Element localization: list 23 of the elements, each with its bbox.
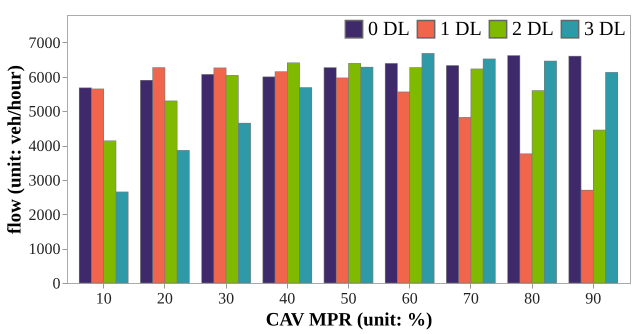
x-tick-label: 50 xyxy=(340,290,356,308)
y-tick-label: 2000 xyxy=(28,206,60,224)
x-tick-label: 10 xyxy=(96,290,112,308)
x-tick-label: 90 xyxy=(585,290,602,308)
x-axis-title: CAV MPR (unit: %) xyxy=(266,310,432,330)
y-tick-label: 5000 xyxy=(28,104,60,121)
y-tick-label: 3000 xyxy=(28,172,60,190)
y-tick-label: 6000 xyxy=(28,69,60,86)
y-tick-label: 1000 xyxy=(28,241,60,258)
y-tick-label: 4000 xyxy=(28,138,60,156)
x-tick-label: 20 xyxy=(156,290,173,308)
y-tick-label: 0 xyxy=(52,276,60,292)
y-tick-label: 7000 xyxy=(28,34,60,52)
x-tick-label: 40 xyxy=(279,290,296,308)
y-axis-title: flow (unit: veh/hour) xyxy=(4,65,26,234)
legend-label: 1 DL xyxy=(440,18,482,40)
x-tick-label: 80 xyxy=(524,290,540,308)
x-tick-label: 70 xyxy=(462,290,479,308)
x-tick-label: 60 xyxy=(402,290,418,308)
legend-label: 3 DL xyxy=(584,18,626,40)
legend-label: 0 DL xyxy=(368,18,410,40)
x-tick-label: 30 xyxy=(218,290,234,308)
legend-label: 2 DL xyxy=(512,18,554,40)
